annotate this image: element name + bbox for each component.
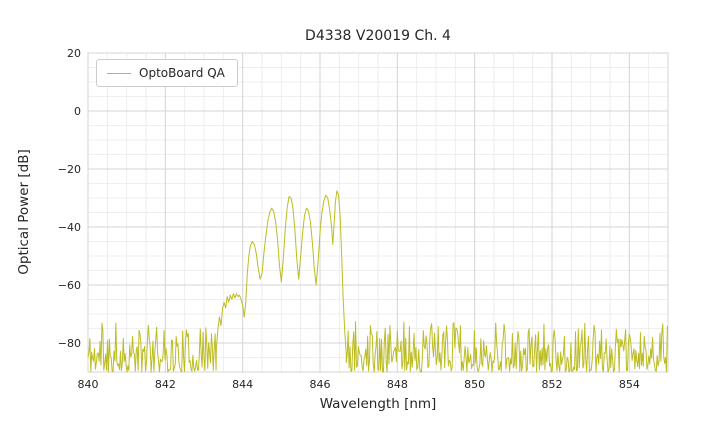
legend-line-swatch bbox=[107, 72, 131, 74]
legend: OptoBoard QA bbox=[96, 59, 238, 87]
svg-text:−20: −20 bbox=[58, 163, 81, 176]
svg-text:20: 20 bbox=[67, 47, 81, 60]
svg-text:850: 850 bbox=[464, 378, 485, 391]
svg-text:0: 0 bbox=[74, 105, 81, 118]
svg-text:846: 846 bbox=[310, 378, 331, 391]
svg-text:−60: −60 bbox=[58, 279, 81, 292]
svg-text:−40: −40 bbox=[58, 221, 81, 234]
svg-text:852: 852 bbox=[542, 378, 563, 391]
svg-text:854: 854 bbox=[619, 378, 640, 391]
svg-text:842: 842 bbox=[155, 378, 176, 391]
svg-text:−80: −80 bbox=[58, 337, 81, 350]
svg-text:840: 840 bbox=[78, 378, 99, 391]
x-axis-label: Wavelength [nm] bbox=[319, 396, 437, 412]
svg-text:844: 844 bbox=[232, 378, 253, 391]
chart-title: D4338 V20019 Ch. 4 bbox=[305, 28, 451, 44]
legend-label: OptoBoard QA bbox=[139, 66, 225, 80]
svg-text:848: 848 bbox=[387, 378, 408, 391]
y-axis-label: Optical Power [dB] bbox=[16, 149, 32, 275]
